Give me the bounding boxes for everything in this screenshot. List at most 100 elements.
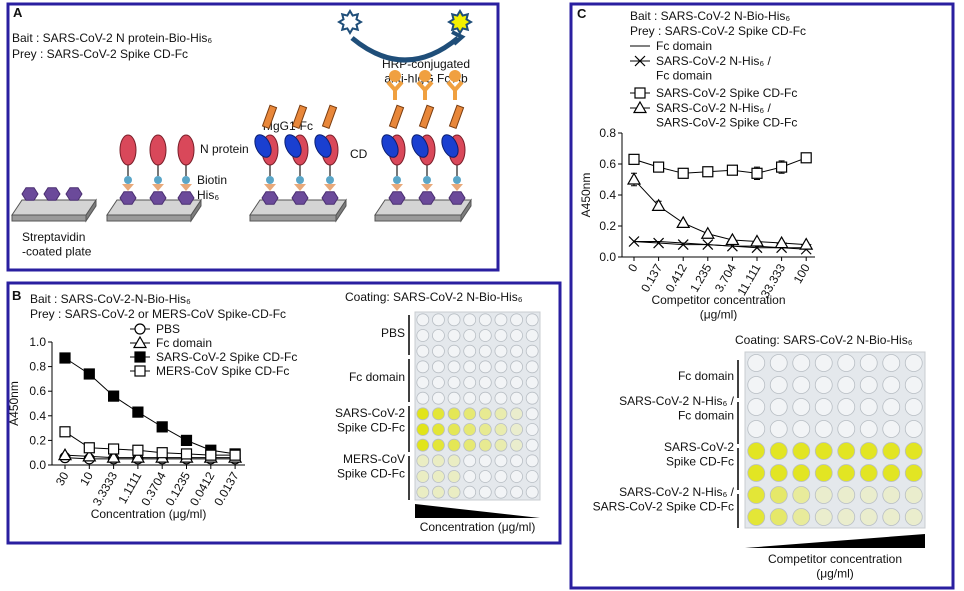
well	[837, 486, 856, 504]
well	[510, 344, 523, 358]
well	[792, 420, 811, 438]
point	[156, 447, 168, 459]
reaction-arrow	[350, 36, 460, 63]
well	[478, 313, 492, 327]
well	[510, 360, 523, 374]
well	[837, 442, 856, 460]
fc-domain	[418, 104, 435, 130]
y-tick-label: 0.6	[599, 157, 616, 171]
plate-side	[249, 214, 337, 222]
well	[447, 438, 461, 452]
well	[792, 508, 811, 526]
y-tick-label: 0.8	[29, 360, 46, 374]
point	[700, 226, 715, 239]
n-protein	[149, 134, 167, 166]
point	[57, 447, 73, 461]
y-axis-label: A450nm	[7, 381, 21, 426]
point	[626, 172, 642, 185]
antibody	[386, 80, 404, 100]
panel-label: B	[12, 288, 21, 303]
panel-b-frame	[6, 281, 562, 545]
well	[478, 360, 492, 374]
well	[478, 344, 492, 358]
streptavidin	[119, 191, 137, 205]
spike-cd	[314, 134, 332, 158]
well	[837, 376, 856, 394]
well	[447, 376, 461, 389]
gradient-wedge	[745, 534, 925, 548]
biotin	[326, 176, 334, 184]
well	[494, 470, 508, 483]
well	[463, 454, 477, 468]
well	[432, 454, 445, 468]
fc-domain	[291, 104, 308, 130]
streptavidin	[321, 191, 339, 205]
well	[432, 360, 445, 374]
well	[882, 464, 901, 482]
biotin	[423, 176, 431, 184]
biotin	[453, 176, 461, 184]
point	[82, 449, 97, 462]
well	[510, 454, 523, 468]
spike-cd	[441, 134, 459, 158]
point	[107, 390, 120, 402]
well	[463, 423, 477, 436]
legend-label: Fc domain	[656, 39, 712, 53]
well	[494, 423, 508, 436]
well	[463, 313, 477, 327]
well	[478, 470, 492, 483]
well	[416, 360, 430, 374]
well	[525, 485, 539, 499]
y-tick-label: 0.2	[599, 219, 616, 233]
well	[416, 485, 430, 499]
x-axis-label: Concentration (μg/ml)	[91, 507, 207, 521]
point	[774, 235, 789, 249]
well	[859, 376, 878, 394]
point	[180, 448, 193, 460]
hrp	[419, 70, 431, 82]
well	[478, 391, 492, 405]
x-tick-label: 0.137	[638, 261, 665, 294]
streptavidin	[65, 187, 83, 201]
point	[107, 443, 120, 455]
well	[463, 376, 477, 389]
well	[463, 344, 477, 358]
well	[525, 407, 539, 421]
legend-symbol	[132, 335, 148, 349]
spike-cd	[284, 134, 302, 158]
well	[510, 470, 523, 483]
well	[859, 442, 878, 460]
well	[510, 485, 523, 499]
his-tag	[451, 184, 463, 191]
antibody	[416, 80, 434, 100]
well	[792, 376, 811, 394]
plate-row-label: MERS-CoV Spike CD-Fc	[337, 452, 405, 480]
well	[525, 329, 539, 342]
gradient-label: Concentration (μg/ml)	[420, 520, 536, 534]
legend-label: SARS-CoV-2 Spike CD-Fc	[156, 350, 297, 364]
well	[478, 454, 492, 468]
legend-symbol	[134, 365, 146, 377]
well	[447, 454, 461, 468]
well	[463, 407, 477, 421]
panel-c-frame	[569, 2, 955, 590]
well	[432, 407, 445, 421]
streptavidin	[149, 191, 167, 205]
legend-label: Fc domain	[156, 336, 212, 350]
point	[702, 166, 714, 178]
plate-coating: Coating: SARS-CoV-2 N-Bio-His₆	[735, 333, 913, 347]
well	[814, 376, 833, 394]
y-tick-label: 0.0	[29, 458, 46, 472]
x-tick-label: 0	[625, 261, 641, 274]
point	[132, 444, 144, 456]
his-tag	[152, 184, 164, 191]
plate-photo	[414, 311, 541, 501]
well	[447, 423, 461, 436]
well	[494, 391, 508, 405]
well	[447, 313, 461, 327]
well	[769, 486, 788, 504]
streptavidin	[43, 187, 61, 201]
well	[769, 508, 788, 526]
well	[837, 508, 856, 526]
point	[628, 236, 640, 247]
